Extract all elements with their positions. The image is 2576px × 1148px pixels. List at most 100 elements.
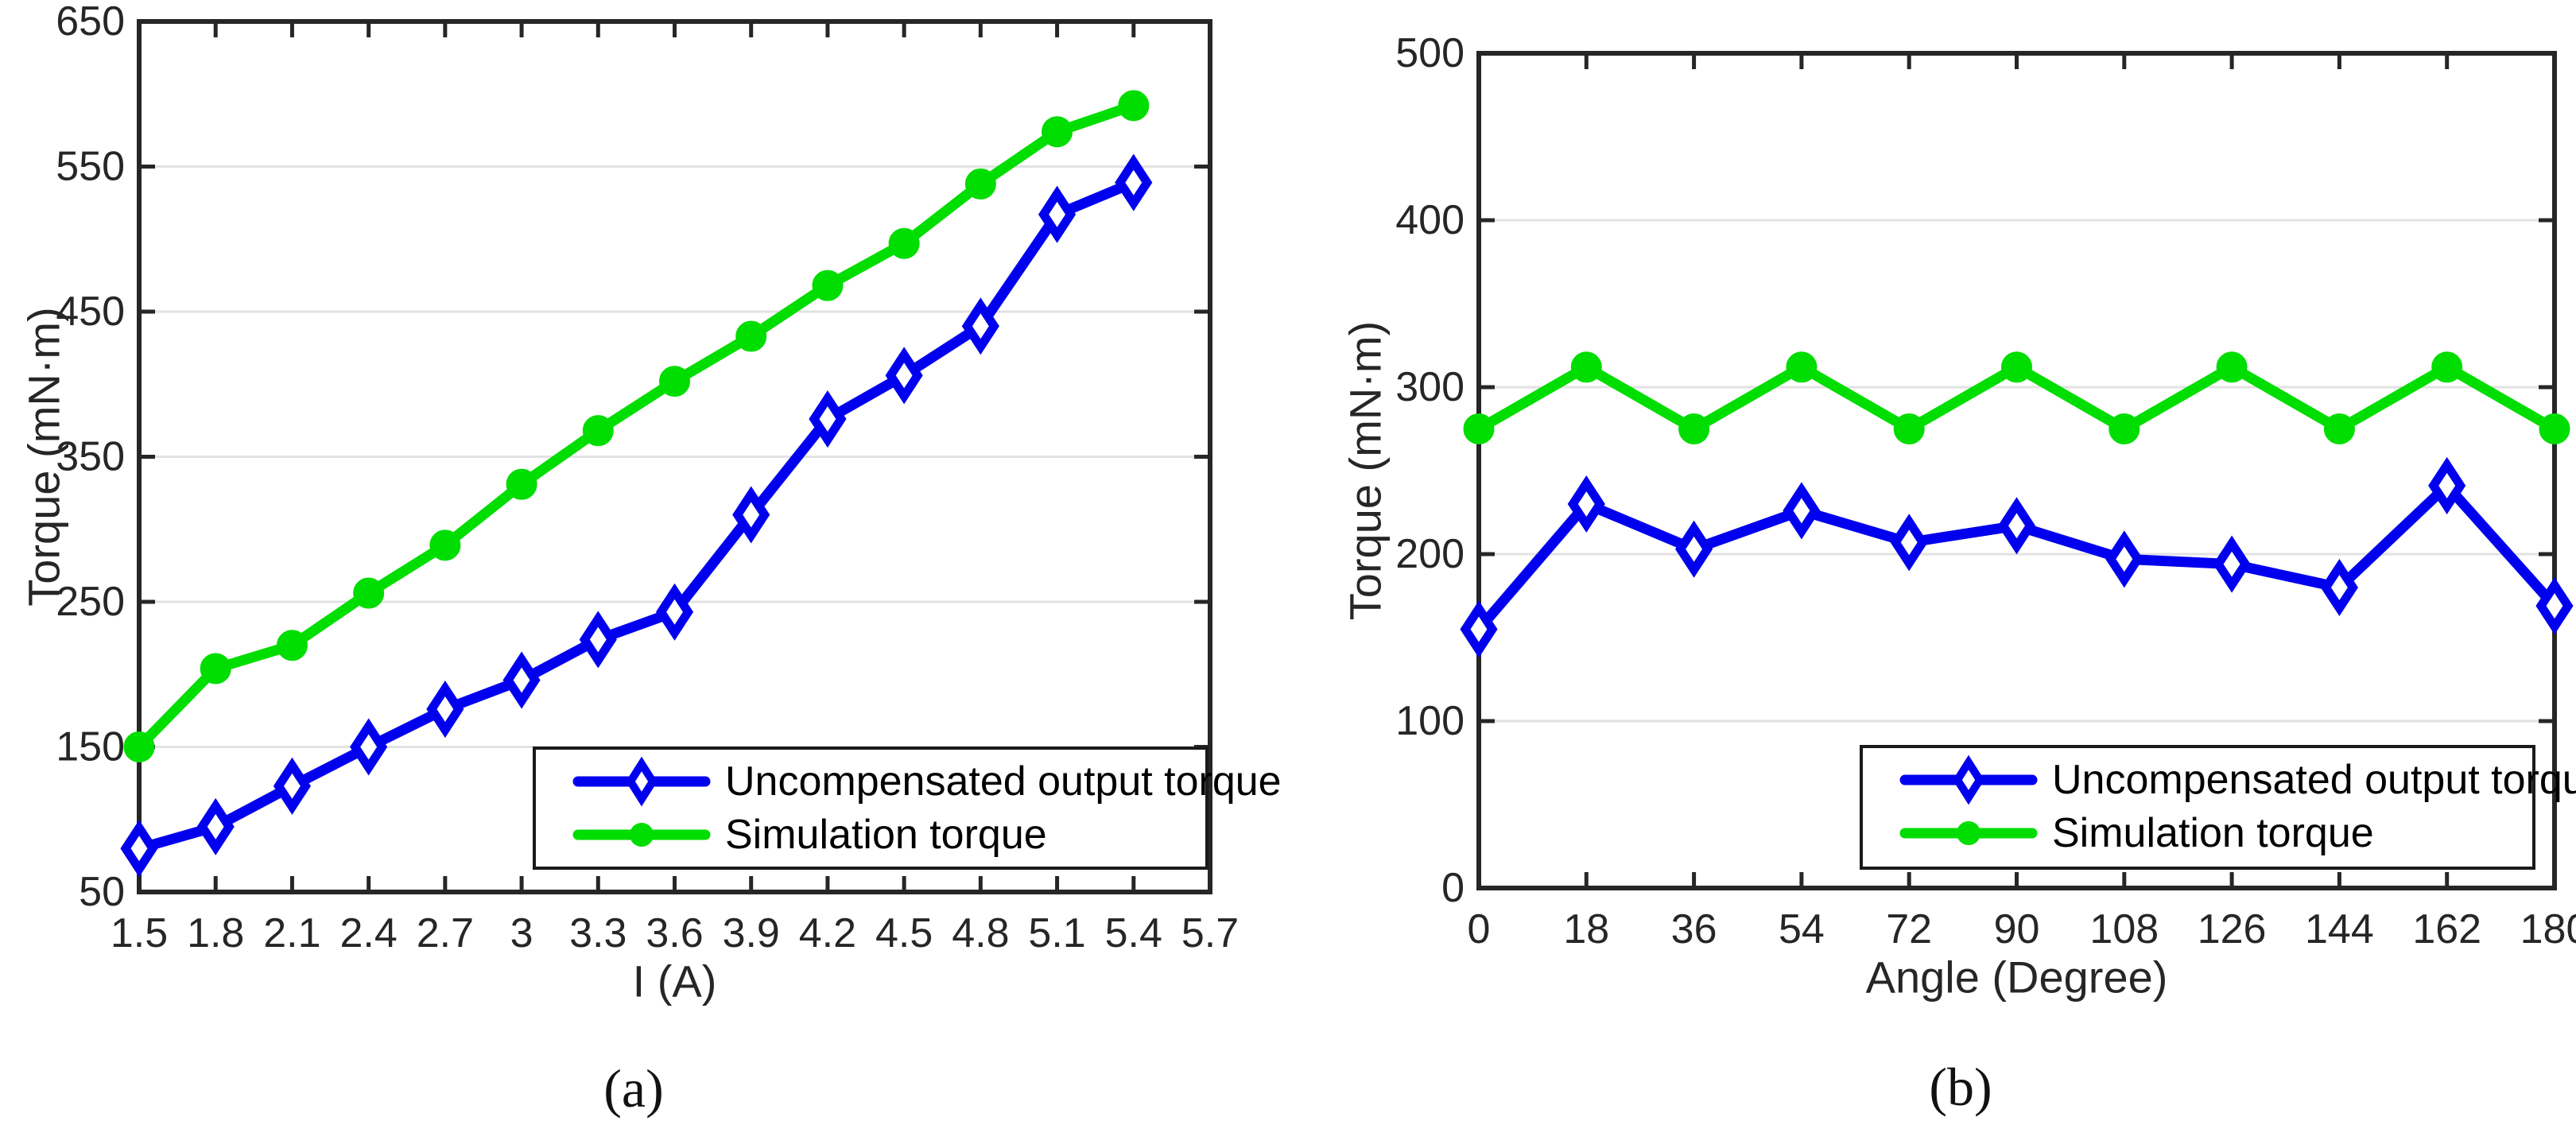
data-point-circle [2109,413,2140,444]
x-tick-label: 90 [1994,906,2040,952]
data-point-diamond [120,820,158,878]
x-tick-label: 3 [510,910,533,956]
data-point-circle [200,653,231,685]
data-point-circle [429,529,461,561]
data-point-circle [506,468,537,500]
x-tick-label: 3.6 [646,910,703,956]
data-point-circle [1042,116,1073,148]
x-tick-label: 3.9 [723,910,780,956]
x-tick-label: 18 [1563,906,1609,952]
data-point-diamond [1890,514,1928,572]
legend-label: Uncompensated output torque [725,758,1282,805]
x-tick-label: 4.5 [875,910,933,956]
data-point-diamond [2535,577,2574,635]
x-tick-label: 3.3 [569,910,627,956]
y-tick-label: 650 [56,0,125,45]
subfigure-caption-b: (b) [1929,1057,1992,1117]
legend-label: Uncompensated output torque [2052,757,2576,803]
data-point-diamond [2105,530,2143,588]
data-point-diamond [1038,185,1077,243]
data-point-circle [1118,90,1150,122]
x-tick-label: 4.2 [799,910,856,956]
series-simulation [1463,351,2570,444]
data-point-circle [888,227,920,259]
x-tick-label: 1.5 [111,910,168,956]
x-tick-label: 0 [1468,906,1491,952]
x-tick-label: 5.4 [1105,910,1162,956]
x-tick-label: 1.8 [187,910,244,956]
data-point-circle [812,270,844,301]
x-tick-label: 5.1 [1028,910,1085,956]
data-point-diamond [2213,535,2251,593]
data-point-circle [1463,413,1495,444]
data-point-diamond [2320,558,2358,617]
data-point-diamond [1460,600,1498,658]
data-point-circle [1893,413,1925,444]
x-tick-label: 126 [2198,906,2267,952]
data-point-circle [2539,413,2570,444]
x-tick-label: 4.8 [952,910,1009,956]
data-point-diamond [1997,497,2036,555]
y-tick-label: 400 [1395,197,1465,243]
x-tick-label: 2.1 [263,910,320,956]
data-point-diamond [1675,520,1713,578]
x-tick-label: 162 [2412,906,2481,952]
data-point-circle [735,320,767,352]
data-point-diamond [2428,456,2466,514]
y-tick-label: 350 [56,434,125,480]
legend: Uncompensated output torque Simulation to… [533,747,1282,870]
y-tick-label: 50 [79,869,125,915]
legend-marker-circle [1957,821,1980,845]
y-tick-label: 200 [1395,531,1465,577]
x-tick-label: 180 [2520,906,2576,952]
x-tick-label: 144 [2305,906,2374,952]
subfigure-caption-a: (a) [603,1058,664,1119]
y-tick-label: 450 [56,289,125,335]
legend-marker-circle [630,823,654,847]
data-point-circle [123,731,155,762]
y-tick-label: 0 [1441,865,1465,911]
x-tick-label: 72 [1886,906,1932,952]
data-point-diamond [350,718,388,776]
legend-marker-diamond [626,756,658,807]
data-point-diamond [502,651,541,709]
x-axis-title: Angle (Degree) [1866,952,2168,1003]
series-uncompensated [120,153,1153,878]
x-tick-label: 2.4 [339,910,397,956]
legend-label: Simulation torque [725,812,1047,858]
data-point-circle [353,577,385,609]
legend-marker-diamond [1953,754,1984,805]
data-point-diamond [961,297,999,355]
x-axis-title: I (A) [633,956,717,1006]
data-point-circle [2001,351,2032,383]
y-tick-label: 300 [1395,364,1465,410]
data-point-circle [964,168,996,200]
y-tick-label: 250 [56,579,125,625]
data-point-diamond [1567,475,1605,533]
series-uncompensated [1460,456,2574,658]
legend-label: Simulation torque [2052,810,2374,856]
y-tick-label: 550 [56,144,125,190]
chart-a-torque-vs-current: 1.5 1.8 2.1 2.4 2.7 3 3.3 3.6 3.9 4.2 4.5 4.8 5.1 5.4… [19,0,1282,1006]
data-point-circle [2431,351,2463,383]
data-point-circle [1570,351,1602,383]
data-point-diamond [579,611,617,669]
data-point-diamond [809,390,847,448]
data-point-diamond [732,486,770,544]
chart-b-torque-vs-angle: 0 18 36 54 72 90 108 126 144 162 180 0 100 200 300 400 5… [1340,30,2576,1003]
y-tick-label: 500 [1395,30,1465,76]
data-point-diamond [196,797,235,855]
data-point-circle [659,366,690,398]
data-point-circle [1786,351,1818,383]
series-simulation [123,90,1150,762]
data-point-circle [1678,413,1710,444]
data-point-diamond [1115,153,1153,211]
x-tick-label: 108 [2089,906,2159,952]
y-tick-label: 100 [1395,698,1465,744]
y-tick-label: 150 [56,724,125,770]
x-tick-label: 36 [1671,906,1717,952]
legend: Uncompensated output torque Simulation to… [1860,745,2576,870]
data-point-circle [2323,413,2355,444]
y-axis-title: Torque (mN·m) [1340,321,1391,620]
